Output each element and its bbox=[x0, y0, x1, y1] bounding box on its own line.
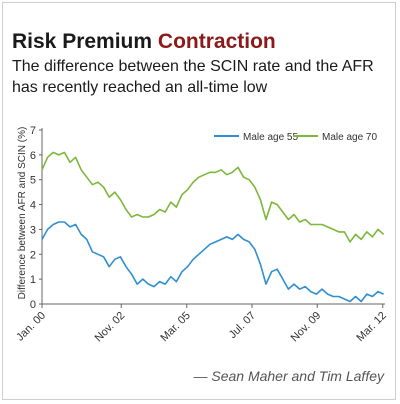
series-lines bbox=[41, 151, 385, 303]
x-tick-label: Jul. 07 bbox=[227, 310, 258, 341]
chart-frame bbox=[2, 2, 396, 400]
x-tick-label: Nov. 02 bbox=[93, 310, 128, 345]
y-axis-label: Difference between AFR and SCIN (%) bbox=[17, 127, 28, 300]
y-tick-label: 4 bbox=[30, 200, 36, 212]
x-tick-label: Jan. 00 bbox=[14, 310, 48, 344]
x-tick-label: Nov. 09 bbox=[289, 310, 324, 345]
chart-subtitle: The difference between the SCIN rate and… bbox=[12, 58, 374, 96]
y-tick-label: 1 bbox=[30, 274, 36, 286]
y-tick-label: 3 bbox=[30, 224, 36, 236]
y-tick-label: 6 bbox=[30, 150, 36, 162]
y-tick-label: 2 bbox=[30, 249, 36, 261]
x-tick-label: Mar. 12 bbox=[354, 310, 388, 344]
title-part-2: Contraction bbox=[157, 30, 276, 53]
y-tick-labels: 0 1 2 3 4 5 6 7 bbox=[30, 125, 42, 311]
legend-label: Male age 55 bbox=[243, 132, 298, 143]
title-part-1: Risk Premium bbox=[12, 30, 153, 53]
series-line-male-55 bbox=[41, 221, 384, 303]
chart-axes bbox=[41, 128, 385, 305]
y-tick-label: 7 bbox=[30, 125, 36, 137]
legend-label: Male age 70 bbox=[322, 132, 377, 143]
series-line-male-70 bbox=[41, 151, 385, 243]
chart-title: Risk Premium Contraction bbox=[12, 30, 276, 54]
y-tick-label: 0 bbox=[30, 299, 36, 311]
chart-legend: Male age 55 Male age 70 bbox=[214, 132, 377, 143]
credit-line: — Sean Maher and Tim Laffey bbox=[193, 368, 384, 384]
x-tick-labels: Jan. 00 Nov. 02 Mar. 05 Jul. 07 Nov. 09 Mar. … bbox=[14, 304, 389, 344]
x-tick-label: Mar. 05 bbox=[158, 310, 192, 344]
y-tick-label: 5 bbox=[30, 175, 36, 187]
